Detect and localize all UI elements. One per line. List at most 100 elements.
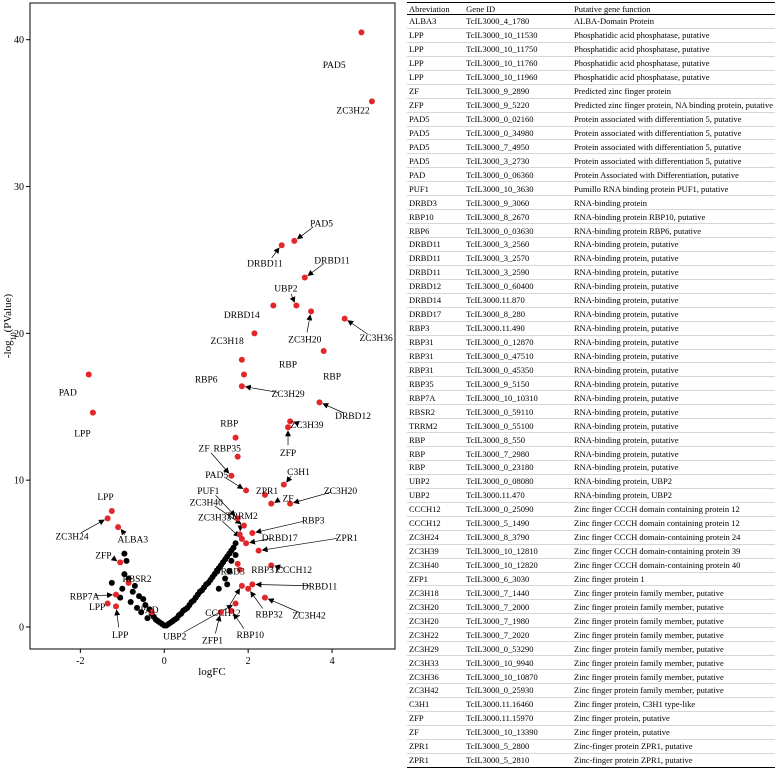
gene-id-cell: TcIL3000.11.490	[464, 321, 572, 336]
significant-point	[293, 302, 300, 309]
function-cell: Zinc finger CCCH domain-containing prote…	[572, 530, 775, 545]
label-arrow	[289, 293, 296, 303]
abbreviation-cell: ZC3H20	[407, 613, 465, 629]
function-cell: ALBA-Domain Protein	[572, 14, 775, 29]
function-cell: RNA-binding protein, putative	[572, 376, 775, 392]
table-row: ZFP1 TcIL3000_6_3030 Zinc finger protein 1	[407, 572, 775, 587]
gene-table-header: Abreviation Gene ID Putative gene functi…	[407, 2, 775, 15]
function-cell: Zinc finger protein family member, putat…	[572, 655, 775, 671]
label-arrow	[228, 588, 241, 607]
label-arrow	[274, 564, 285, 571]
abbreviation-cell: DRBD11	[407, 237, 465, 252]
gene-id-cell: TcIL3000_0_47510	[464, 349, 572, 364]
point-label: RBP35	[213, 444, 241, 454]
abbreviation-cell: ZFP	[407, 98, 465, 113]
point-label: RBSR2	[122, 575, 151, 585]
point-label: DRBD11	[302, 582, 338, 592]
table-row: ZC3H29 TcIL3000_0_53290 Zinc finger protei…	[407, 641, 775, 657]
header-function: Putative gene function	[572, 2, 775, 15]
nonsignificant-point	[224, 581, 231, 588]
significant-point	[228, 472, 235, 479]
significant-point	[255, 547, 262, 554]
table-row: UBP2 TcIL3000_0_08080 RNA-binding protein,…	[407, 474, 775, 489]
label-arrow	[347, 320, 368, 335]
y-tick-label: 10	[14, 476, 24, 487]
abbreviation-cell: RBP31	[407, 349, 465, 364]
point-label: RBP	[279, 361, 297, 371]
gene-id-cell: TcIL3000_8_280	[464, 307, 572, 322]
label-arrow	[249, 538, 270, 545]
function-cell: RNA-binding protein, putative	[572, 404, 775, 420]
point-label: DRBD14	[224, 311, 260, 321]
point-label: PAD	[140, 606, 158, 616]
point-label: ZC3H42	[292, 612, 326, 622]
point-label: RBP7A	[70, 593, 100, 603]
abbreviation-cell: ZC3H42	[407, 683, 465, 698]
function-cell: Zinc-finger protein ZPR1, putative	[572, 739, 775, 754]
point-label: UBP2	[163, 632, 186, 642]
function-cell: Zinc finger protein family member, putat…	[572, 669, 775, 684]
gene-id-cell: TcIL3000_9_3060	[464, 195, 572, 211]
gene-id-cell: TcIL3000_4_1780	[464, 14, 572, 29]
abbreviation-cell: ZFP	[407, 711, 465, 726]
table-row: PUF1 TcIL3000_10_3630 Pumillo RNA binding …	[407, 181, 775, 197]
nonsignificant-point	[123, 557, 130, 564]
y-tick-label: 30	[14, 182, 24, 193]
table-row: ZC3H20 TcIL3000_7_1980 Zinc finger protein…	[407, 613, 775, 629]
x-tick-label: -2	[76, 656, 84, 667]
nonsignificant-point	[222, 575, 229, 582]
significant-point	[251, 330, 258, 337]
point-label: CCCH12	[277, 566, 313, 576]
abbreviation-cell: UBP2	[407, 474, 465, 489]
label-arrow	[322, 403, 344, 414]
abbreviation-cell: RBP10	[407, 209, 465, 225]
table-row: ZPR1 TcIL3000_5_2810 Zinc-finger protein Z…	[407, 753, 775, 768]
abbreviation-cell: RBP35	[407, 376, 465, 392]
significant-point	[148, 609, 155, 616]
gene-id-cell: TcIL3000_5_2810	[464, 753, 572, 768]
abbreviation-cell: ZC3H36	[407, 669, 465, 684]
abbreviation-cell: DRBD14	[407, 293, 465, 308]
gene-id-cell: TcIL3000_0_55100	[464, 418, 572, 434]
significant-point	[280, 481, 287, 488]
abbreviation-cell: DRBD11	[407, 251, 465, 266]
table-row: DRBD14 TcIL3000.11.870 RNA-binding protein…	[407, 293, 775, 308]
table-row: ZPR1 TcIL3000_5_2800 Zinc-finger protein Z…	[407, 739, 775, 754]
function-cell: RNA-binding protein RBP6, putative	[572, 223, 775, 238]
gene-id-cell: TcIL3000_8_3790	[464, 530, 572, 545]
abbreviation-cell: ZC3H29	[407, 641, 465, 657]
gene-id-cell: TcIL3000.11.870	[464, 293, 572, 308]
table-row: ZC3H22 TcIL3000_7_2020 Zinc finger protein…	[407, 627, 775, 643]
abbreviation-cell: LPP	[407, 28, 465, 43]
function-cell: RNA-binding protein, putative	[572, 307, 775, 322]
table-row: DRBD17 TcIL3000_8_280 RNA-binding protein,…	[407, 307, 775, 322]
point-label: ZC3H22	[336, 107, 370, 117]
abbreviation-cell: ZPR1	[407, 753, 465, 768]
significant-point	[85, 371, 92, 378]
gene-id-cell: TcIL3000_10_13390	[464, 725, 572, 740]
point-label: LPP	[112, 631, 128, 641]
gene-id-cell: TcIL3000_0_59110	[464, 404, 572, 420]
abbreviation-cell: ZF	[407, 725, 465, 740]
y-tick-label: 40	[14, 35, 24, 46]
point-label: PAD5	[323, 61, 346, 71]
gene-id-cell: TcIL3000_10_10310	[464, 390, 572, 406]
gene-table: Abreviation Gene ID Putative gene functi…	[407, 2, 775, 768]
gene-id-cell: TcIL3000_0_08080	[464, 474, 572, 489]
table-row: RBP6 TcIL3000_0_03630 RNA-binding protein …	[407, 223, 775, 238]
function-cell: Zinc finger CCCH domain containing prote…	[572, 502, 775, 517]
significant-point	[113, 591, 120, 598]
function-cell: RNA-binding protein RBP10, putative	[572, 209, 775, 225]
gene-id-cell: TcIL3000_10_11960	[464, 70, 572, 85]
point-label: ZC3H20	[324, 487, 358, 497]
table-row: PAD5 TcIL3000_0_02160 Protein associated w…	[407, 112, 775, 127]
nonsignificant-point	[108, 579, 115, 586]
function-cell: RNA-binding protein, putative	[572, 251, 775, 266]
point-label: ZC3H36	[359, 334, 393, 344]
table-row: ZF TcIL3000_9_2890 Predicted zinc finger p…	[407, 84, 775, 99]
plot-frame	[29, 2, 396, 650]
table-row: ZF TcIL3000_10_13390 Zinc finger protein, …	[407, 725, 775, 740]
label-arrow	[114, 609, 121, 628]
label-arrow	[237, 522, 244, 532]
